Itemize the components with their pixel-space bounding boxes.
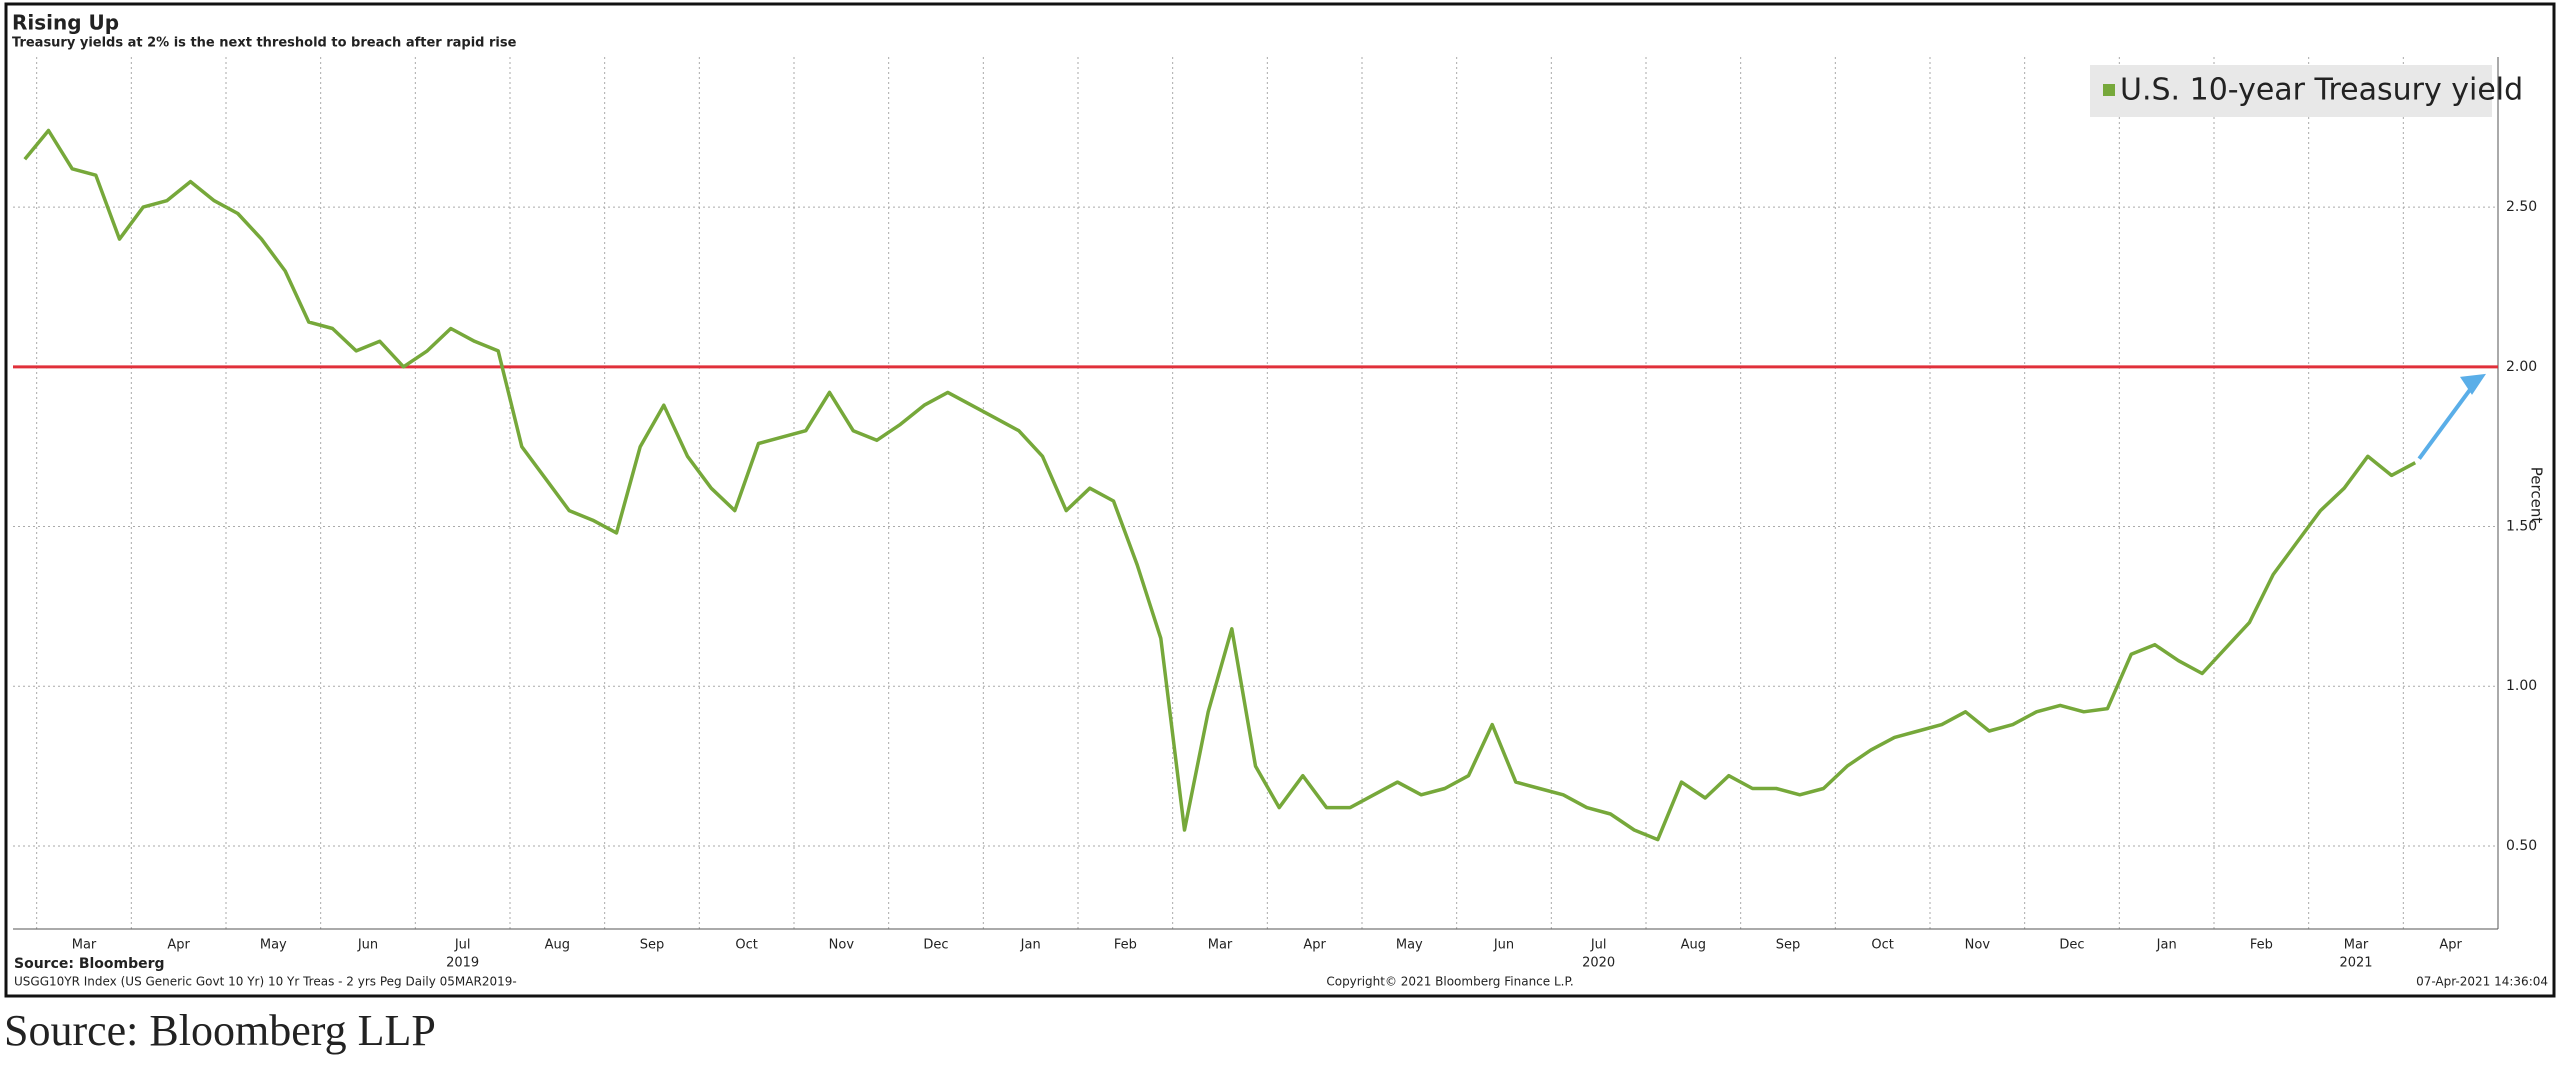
y-axis-label: Percent bbox=[2528, 467, 2546, 524]
footer-center: Copyright© 2021 Bloomberg Finance L.P. bbox=[1326, 975, 1573, 989]
x-tick-label: Nov bbox=[829, 938, 855, 953]
x-tick-label: Apr bbox=[1303, 938, 1326, 953]
chart-title: Rising Up bbox=[12, 11, 119, 35]
x-tick-label: Sep bbox=[1776, 938, 1801, 953]
x-tick-label: Dec bbox=[2059, 938, 2084, 953]
legend-label: U.S. 10-year Treasury yield bbox=[2120, 73, 2523, 108]
x-tick-label: Mar bbox=[2344, 938, 2369, 953]
x-tick-label: Aug bbox=[545, 938, 570, 953]
y-tick-label: 2.00 bbox=[2506, 359, 2537, 375]
legend-box bbox=[2090, 65, 2492, 117]
caption: Source: Bloomberg LLP bbox=[4, 1006, 436, 1055]
y-tick-label: 2.50 bbox=[2506, 199, 2537, 215]
x-tick-label: Dec bbox=[923, 938, 948, 953]
x-year-label: 2020 bbox=[1582, 956, 1615, 971]
trend-arrowhead bbox=[2460, 373, 2486, 395]
x-year-label: 2019 bbox=[446, 956, 479, 971]
x-tick-label: Oct bbox=[1871, 938, 1893, 953]
x-tick-label: Apr bbox=[2439, 938, 2462, 953]
x-tick-label: Feb bbox=[1114, 938, 1137, 953]
x-tick-label: Jun bbox=[1493, 938, 1514, 953]
y-tick-label: 1.50 bbox=[2506, 519, 2537, 535]
x-tick-label: Nov bbox=[1965, 938, 1991, 953]
x-tick-label: Apr bbox=[167, 938, 190, 953]
x-tick-label: Sep bbox=[640, 938, 665, 953]
x-tick-label: May bbox=[1396, 938, 1423, 953]
line-series bbox=[23, 128, 2417, 842]
source: Source: Bloomberg bbox=[14, 956, 165, 972]
x-tick-label: Aug bbox=[1681, 938, 1706, 953]
chart-subtitle: Treasury yields at 2% is the next thresh… bbox=[12, 36, 517, 51]
footer-left: USGG10YR Index (US Generic Govt 10 Yr) 1… bbox=[14, 975, 517, 989]
x-tick-label: Jan bbox=[1020, 938, 1041, 953]
chart-frame bbox=[4, 2, 2556, 998]
x-tick-label: Feb bbox=[2250, 938, 2273, 953]
x-year-label: 2021 bbox=[2339, 956, 2372, 971]
x-tick-label: Mar bbox=[1208, 938, 1233, 953]
x-tick-label: Jun bbox=[357, 938, 378, 953]
x-tick-label: Jan bbox=[2156, 938, 2177, 953]
x-tick-label: May bbox=[260, 938, 287, 953]
y-tick-label: 1.00 bbox=[2506, 678, 2537, 694]
x-tick-label: Oct bbox=[735, 938, 757, 953]
x-tick-label: Jul bbox=[1590, 938, 1607, 953]
y-tick-label: 0.50 bbox=[2506, 838, 2537, 854]
legend-swatch bbox=[2103, 84, 2115, 96]
footer-right: 07-Apr-2021 14:36:04 bbox=[2416, 975, 2548, 989]
x-tick-label: Mar bbox=[72, 938, 97, 953]
x-tick-label: Jul bbox=[454, 938, 471, 953]
trend-arrow bbox=[2417, 377, 2480, 460]
